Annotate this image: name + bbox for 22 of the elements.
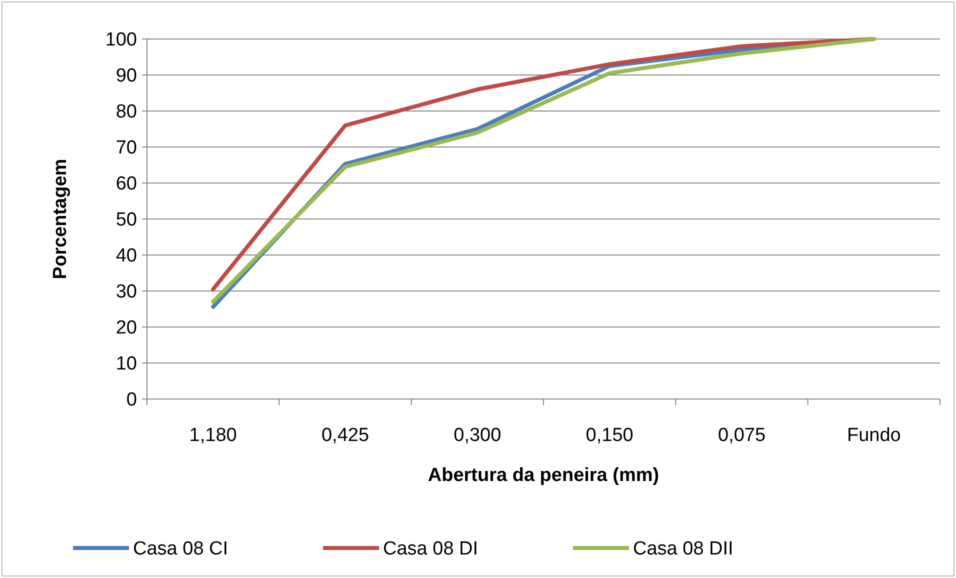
y-tick-label: 90 [116, 66, 137, 87]
x-axis-title: Abertura da peneira (mm) [428, 465, 660, 486]
y-tick-label: 100 [105, 30, 137, 51]
legend-label: Casa 08 DII [633, 538, 734, 560]
y-tick-label: 20 [116, 318, 137, 339]
y-tick-label: 70 [116, 138, 137, 159]
legend-label: Casa 08 CI [133, 538, 228, 560]
legend-label: Casa 08 DI [383, 538, 478, 560]
x-tick-label: Fundo [846, 425, 901, 446]
x-tick-label: 0,425 [321, 425, 370, 446]
y-tick-label: 40 [116, 246, 137, 267]
y-tick-label: 30 [116, 282, 137, 303]
x-tick-label: 1,180 [189, 425, 237, 446]
x-tick-label: 0,150 [586, 425, 634, 446]
y-tick-label: 50 [116, 210, 137, 231]
y-tick-label: 0 [126, 390, 137, 411]
y-tick-label: 80 [116, 102, 137, 123]
y-tick-label: 60 [116, 174, 137, 195]
x-tick-label: 0,300 [454, 425, 502, 446]
x-tick-label: 0,075 [718, 425, 766, 446]
y-tick-label: 10 [116, 354, 137, 375]
y-axis-title: Porcentagem [50, 158, 71, 280]
